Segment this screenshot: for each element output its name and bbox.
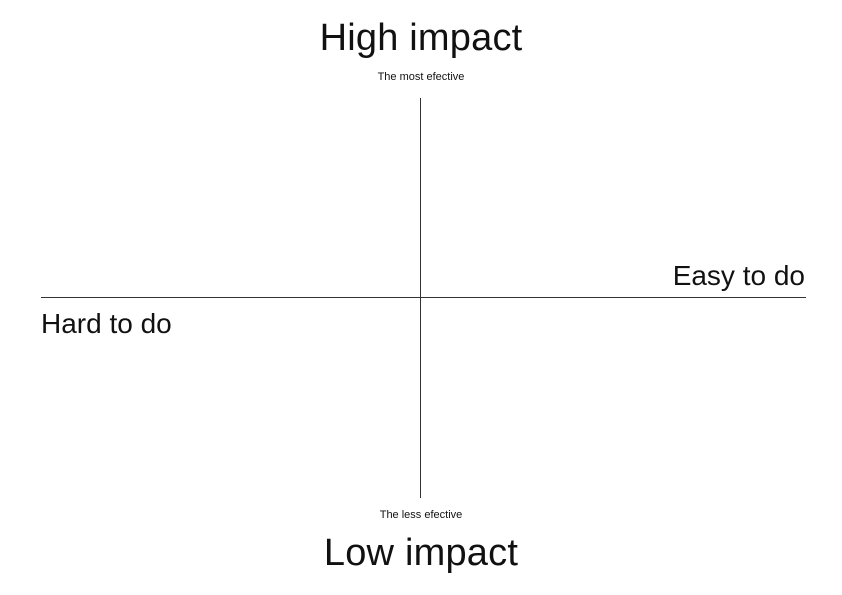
hard-to-do-label: Hard to do xyxy=(41,308,172,339)
less-effective-subtitle: The less efective xyxy=(379,509,463,521)
vertical-axis xyxy=(420,98,421,498)
easy-to-do-label: Easy to do xyxy=(672,260,805,291)
low-impact-title: Low impact xyxy=(323,532,519,574)
horizontal-axis xyxy=(41,297,806,298)
high-impact-title: High impact xyxy=(319,17,523,59)
most-effective-subtitle: The most efective xyxy=(377,71,465,83)
